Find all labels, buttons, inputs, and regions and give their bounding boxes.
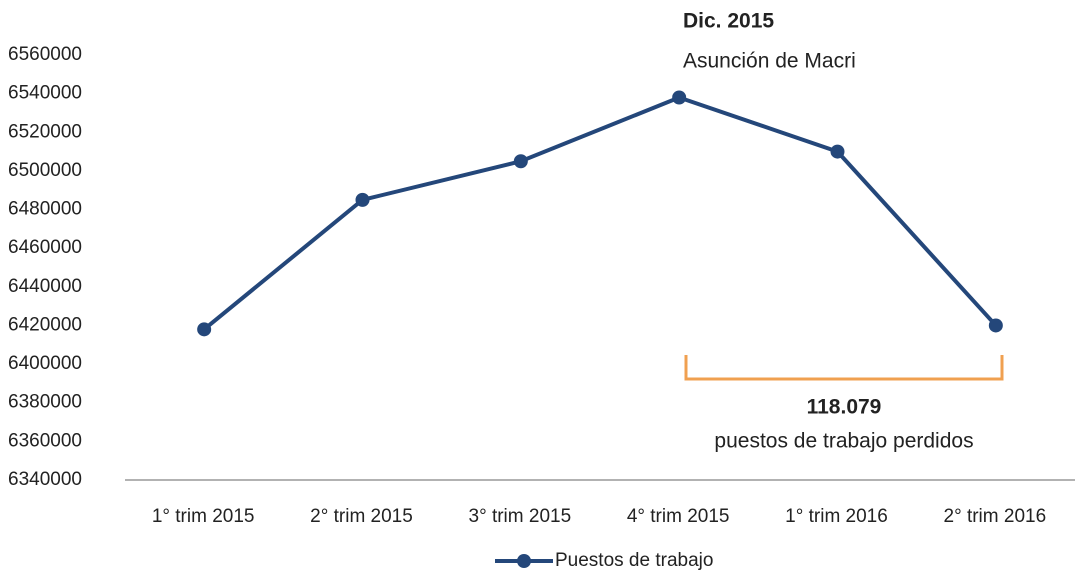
y-tick-label: 6500000 (8, 160, 82, 181)
point (672, 90, 687, 105)
bracket (684, 355, 1004, 381)
y-tick-label: 6480000 (8, 199, 82, 220)
y-tick-label: 6360000 (8, 430, 82, 451)
x-tick-label: 1° trim 2015 (152, 506, 255, 527)
legend-marker (517, 554, 531, 568)
point (988, 318, 1003, 333)
point (513, 154, 528, 169)
y-tick-label: 6540000 (8, 83, 82, 104)
legend-label: Puestos de trabajo (555, 550, 713, 571)
y-tick-label: 6420000 (8, 314, 82, 335)
x-tick-label: 3° trim 2015 (469, 506, 572, 527)
y-tick-label: 6520000 (8, 121, 82, 142)
y-tick-label: 6560000 (8, 44, 82, 65)
x-tick-label: 1° trim 2016 (785, 506, 888, 527)
y-tick-label: 6460000 (8, 237, 82, 258)
y-tick-label: 6440000 (8, 276, 82, 297)
annotation-text: puestos de trabajo perdidos (714, 430, 973, 453)
annotation-text: Asunción de Macri (683, 50, 856, 73)
y-tick-label: 6380000 (8, 392, 82, 413)
x-tick-label: 2° trim 2016 (944, 506, 1047, 527)
x-tick-label: 2° trim 2015 (310, 506, 413, 527)
point (830, 144, 845, 159)
x-tick-label: 4° trim 2015 (627, 506, 730, 527)
line (202, 95, 998, 331)
annotation-title: 118.079 (807, 396, 882, 419)
annotation-title: Dic. 2015 (683, 10, 774, 33)
y-tick-label: 6340000 (8, 469, 82, 490)
y-tick-label: 6400000 (8, 353, 82, 374)
point (197, 322, 212, 337)
point (355, 192, 370, 207)
